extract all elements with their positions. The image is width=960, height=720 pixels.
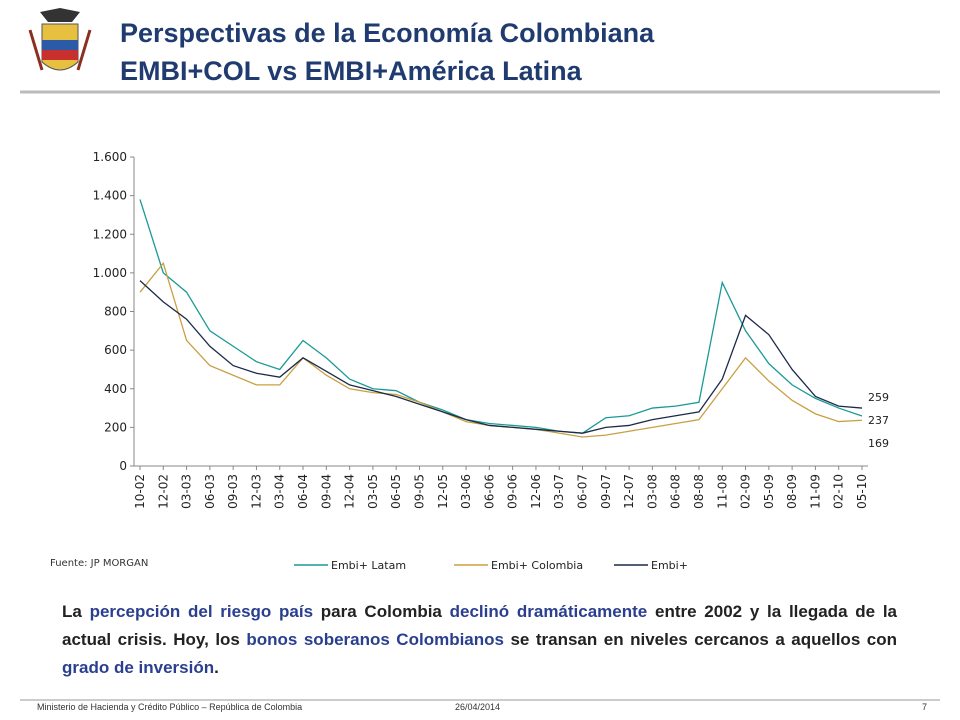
x-tick-label: 09-06 — [506, 474, 520, 509]
x-tick-label: 09-07 — [599, 474, 613, 509]
x-tick-label: 03-04 — [273, 474, 287, 509]
end-label: 169 — [868, 437, 889, 450]
y-tick-label: 1.400 — [93, 189, 127, 203]
x-tick-label: 12-06 — [529, 474, 543, 509]
paragraph-segment: bonos soberanos Colombianos — [246, 630, 504, 649]
x-tick-label: 03-03 — [180, 474, 194, 509]
x-tick-label: 12-02 — [156, 474, 170, 509]
x-tick-label: 05-09 — [762, 474, 776, 509]
x-tick-label: 12-07 — [622, 474, 636, 509]
x-tick-label: 08-09 — [785, 474, 799, 509]
y-tick-label: 1.600 — [93, 150, 127, 164]
x-tick-label: 09-05 — [412, 474, 426, 509]
series-line — [139, 199, 863, 434]
paragraph-segment: percepción del riesgo país — [89, 602, 314, 621]
title: EMBI+COL vs EMBI+América Latina — [120, 56, 583, 86]
paragraph-segment: declinó dramáticamente — [449, 602, 648, 621]
x-tick-label: 06-04 — [296, 474, 310, 509]
x-tick-label: 02-09 — [739, 474, 753, 509]
x-tick-label: 12-03 — [249, 474, 263, 509]
x-tick-label: 06-05 — [389, 474, 403, 509]
crest — [28, 8, 92, 71]
paragraph-segment: para Colombia — [313, 602, 450, 621]
x-tick-label: 03-07 — [552, 474, 566, 509]
x-tick-label: 10-02 — [133, 474, 147, 509]
end-label: 259 — [868, 391, 889, 404]
legend-label: Embi+ Colombia — [491, 559, 583, 572]
source: Fuente: JP MORGAN — [50, 558, 148, 569]
paragraph: La percepción del riesgo país para Colom… — [62, 598, 897, 682]
end-label: 237 — [868, 414, 889, 427]
y-tick-label: 1.000 — [93, 266, 127, 280]
x-tick-label: 06-03 — [203, 474, 217, 509]
x-tick-label: 03-06 — [459, 474, 473, 509]
x-tick-label: 12-05 — [436, 474, 450, 509]
paragraph-segment: entre 2002 y la llegada de la actual cri… — [62, 602, 898, 649]
x-tick-label: 05-10 — [855, 474, 869, 509]
paragraph-segment: grado de inversión — [62, 658, 215, 677]
series-line — [139, 280, 863, 434]
series-line — [139, 261, 863, 438]
y-tick-label: 0 — [119, 459, 127, 473]
y-tick-label: 800 — [104, 305, 127, 319]
paragraph-segment: . — [214, 658, 219, 677]
y-tick-label: 400 — [104, 382, 127, 396]
legend-label: Embi+ Latam — [331, 559, 406, 572]
x-tick-label: 12-04 — [343, 474, 357, 509]
y-tick-label: 200 — [104, 420, 127, 434]
x-tick-label: 09-03 — [226, 474, 240, 509]
x-tick-label: 06-07 — [576, 474, 590, 509]
footer-date: 26/04/2014 — [455, 702, 500, 712]
x-tick-label: 02-10 — [832, 474, 846, 509]
footer-text: Ministerio de Hacienda y Crédito Público… — [37, 702, 302, 712]
y-tick-label: 1.200 — [93, 227, 127, 241]
x-tick-label: 03-05 — [366, 474, 380, 509]
y-tick-label: 600 — [104, 343, 127, 357]
paragraph-segment: La — [62, 602, 90, 621]
legend-label: Embi+ — [651, 559, 688, 572]
x-tick-label: 09-04 — [319, 474, 333, 509]
title: Perspectivas de la Economía Colombiana — [120, 18, 655, 48]
x-tick-label: 08-08 — [692, 474, 706, 509]
x-tick-label: 11-08 — [715, 474, 729, 509]
paragraph-segment: se transan en niveles cercanos a aquello… — [503, 630, 897, 649]
x-tick-label: 11-09 — [808, 474, 822, 509]
x-tick-label: 06-06 — [482, 474, 496, 509]
page-number: 7 — [922, 702, 927, 712]
x-tick-label: 03-08 — [645, 474, 659, 509]
x-tick-label: 06-08 — [669, 474, 683, 509]
